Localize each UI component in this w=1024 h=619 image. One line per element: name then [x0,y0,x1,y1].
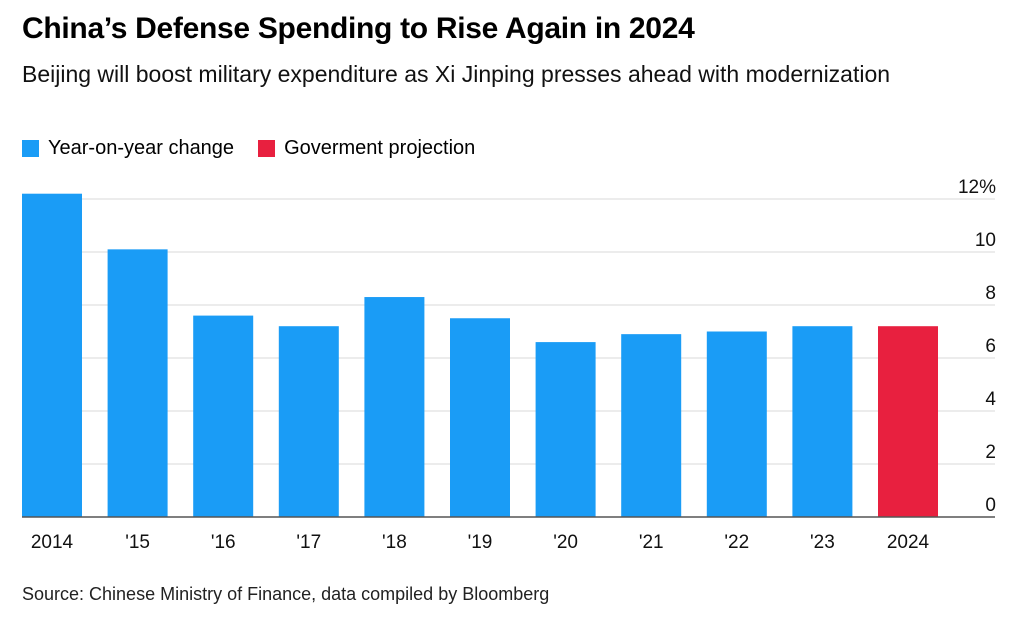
chart-title: China’s Defense Spending to Rise Again i… [22,12,695,45]
x-tick-label-4: '18 [382,532,407,553]
bar-yoy-6 [535,342,596,517]
bar-yoy-3 [278,326,339,517]
legend: Year-on-year change Goverment projection [22,137,499,160]
bar-yoy-9 [792,326,853,517]
bar-yoy-0 [22,193,82,517]
x-tick-label-5: '19 [468,532,493,553]
x-tick-label-3: '17 [296,532,321,553]
bar-yoy-7 [621,334,682,517]
x-tick-label-9: '23 [810,532,835,553]
y-tick-label-12: 12% [958,177,996,198]
y-tick-label-6: 6 [985,336,996,357]
y-tick-label-8: 8 [985,283,996,304]
x-tick-label-8: '22 [724,532,749,553]
x-tick-label-7: '21 [639,532,664,553]
legend-swatch-projection [258,140,276,157]
y-tick-label-10: 10 [975,230,996,251]
x-tick-label-1: '15 [125,532,150,553]
legend-item-projection: Goverment projection [258,137,475,160]
x-tick-label-10: 2024 [887,532,930,553]
x-tick-label-0: 2014 [31,532,74,553]
bar-yoy-2 [193,315,254,517]
bar-chart: 0 2 4 6 8 10 12% 2014 '15 '16 '17 '18 '19 '20 '21 '22 '2… [22,177,996,553]
y-tick-label-2: 2 [985,442,996,463]
legend-item-yoy: Year-on-year change [22,137,234,160]
y-tick-label-0: 0 [985,495,996,516]
legend-label-projection: Goverment projection [284,137,476,159]
legend-label-yoy: Year-on-year change [48,137,235,159]
source-note: Source: Chinese Ministry of Finance, dat… [22,584,550,604]
bar-yoy-8 [706,331,767,517]
y-tick-label-4: 4 [985,389,996,410]
chart-subtitle: Beijing will boost military expenditure … [22,61,891,87]
bar-yoy-1 [107,249,168,517]
bar-projection-10 [878,326,938,517]
x-tick-label-2: '16 [211,532,236,553]
bar-yoy-5 [450,318,510,517]
bar-yoy-4 [364,297,425,517]
legend-swatch-yoy [22,140,39,157]
x-tick-label-6: '20 [553,532,578,553]
